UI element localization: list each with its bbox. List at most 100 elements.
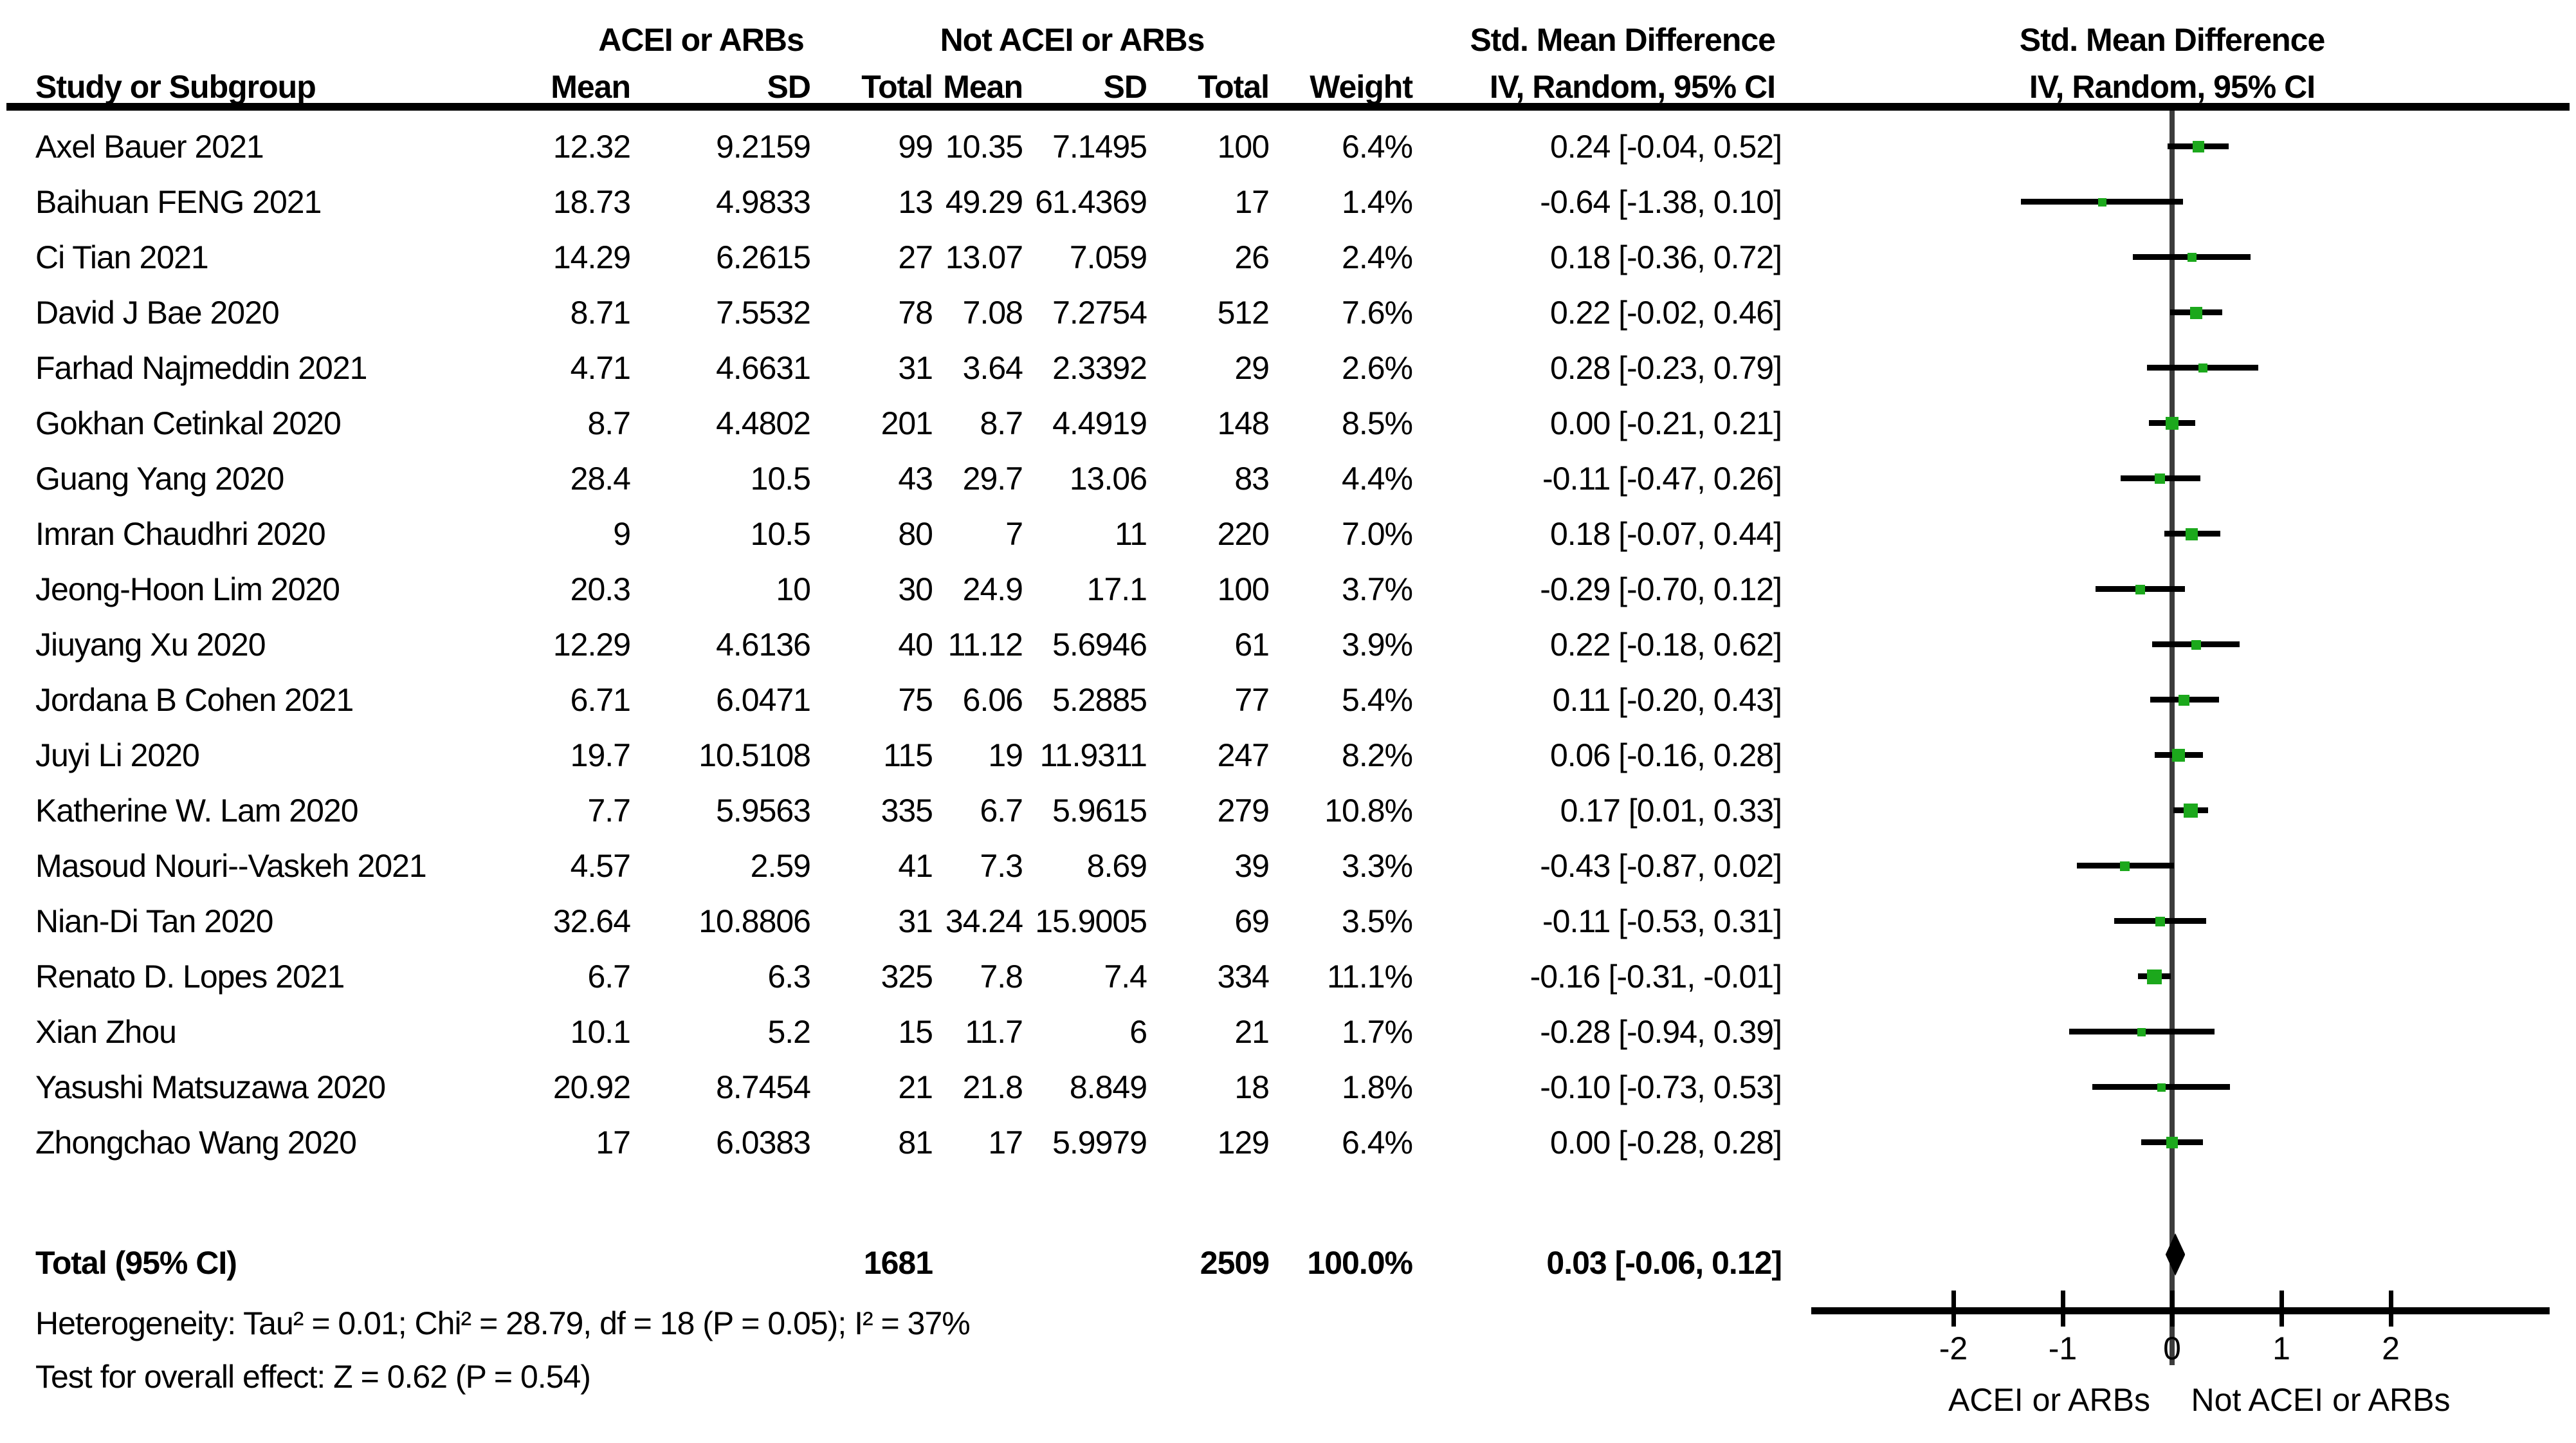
- cell-mean2: 13.07: [945, 239, 1023, 275]
- cell-weight: 3.9%: [1342, 627, 1413, 663]
- cell-mean1: 20.3: [570, 571, 631, 607]
- total-row-total-acei: 1681: [863, 1245, 933, 1281]
- cell-weight: 8.5%: [1342, 405, 1413, 441]
- cell-ci_text: -0.29 [-0.70, 0.12]: [1540, 571, 1782, 607]
- cell-mean1: 8.71: [570, 295, 631, 331]
- cell-sd2: 4.4919: [1052, 405, 1147, 441]
- cell-weight: 8.2%: [1342, 737, 1413, 773]
- cell-mean2: 21.8: [962, 1069, 1023, 1105]
- cell-mean2: 8.7: [980, 405, 1023, 441]
- cell-ci_text: -0.43 [-0.87, 0.02]: [1540, 848, 1782, 884]
- effect-square: [2157, 1083, 2166, 1092]
- cell-mean2: 11.12: [947, 627, 1023, 663]
- effect-square: [2192, 141, 2204, 152]
- cell-sd1: 10.5: [750, 461, 811, 497]
- cell-total2: 279: [1217, 793, 1270, 829]
- cell-mean2: 7.8: [980, 959, 1023, 995]
- cell-sd2: 7.4: [1104, 959, 1147, 995]
- cell-sd2: 5.6946: [1052, 627, 1147, 663]
- column-header-sd-acei: SD: [767, 69, 811, 105]
- effect-square: [2097, 198, 2106, 207]
- study-name: Masoud Nouri--Vaskeh 2021: [35, 848, 427, 884]
- cell-sd1: 10.5: [750, 516, 811, 552]
- cell-total2: 247: [1217, 737, 1270, 773]
- effect-square: [2137, 1027, 2146, 1036]
- cell-weight: 5.4%: [1342, 682, 1413, 718]
- cell-ci_text: 0.24 [-0.04, 0.52]: [1549, 129, 1782, 165]
- cell-total2: 83: [1234, 461, 1270, 497]
- total-row-total-not: 2509: [1200, 1245, 1270, 1281]
- cell-sd2: 6: [1129, 1014, 1147, 1050]
- total-row-weight: 100.0%: [1307, 1245, 1413, 1281]
- effect-square: [2120, 861, 2130, 871]
- cell-sd2: 61.4369: [1035, 184, 1147, 220]
- cell-mean1: 19.7: [570, 737, 631, 773]
- cell-weight: 10.8%: [1324, 793, 1413, 829]
- study-name: Xian Zhou: [35, 1014, 177, 1050]
- column-header-mean-not: Mean: [943, 69, 1023, 105]
- cell-sd2: 17.1: [1086, 571, 1147, 607]
- cell-mean1: 20.92: [553, 1069, 631, 1105]
- study-name: Yasushi Matsuzawa 2020: [35, 1069, 386, 1105]
- cell-mean1: 10.1: [570, 1014, 631, 1050]
- cell-mean1: 32.64: [553, 903, 631, 939]
- effect-square: [2189, 306, 2202, 319]
- cell-weight: 6.4%: [1342, 1125, 1413, 1161]
- cell-weight: 2.4%: [1342, 239, 1413, 275]
- effect-square: [2166, 417, 2179, 430]
- cell-mean2: 3.64: [962, 350, 1023, 386]
- effect-square: [2186, 528, 2198, 540]
- cell-total1: 335: [881, 793, 933, 829]
- study-name: Renato D. Lopes 2021: [35, 959, 345, 995]
- cell-ci_text: 0.11 [-0.20, 0.43]: [1552, 682, 1782, 718]
- cell-mean1: 8.7: [587, 405, 631, 441]
- cell-sd1: 10.5108: [699, 737, 811, 773]
- study-name: Ci Tian 2021: [35, 239, 209, 275]
- cell-ci_text: 0.22 [-0.02, 0.46]: [1549, 295, 1782, 331]
- cell-total1: 201: [881, 405, 933, 441]
- cell-sd1: 9.2159: [716, 129, 811, 165]
- cell-total2: 512: [1217, 295, 1270, 331]
- study-name: Baihuan FENG 2021: [35, 184, 322, 220]
- cell-mean2: 6.7: [980, 793, 1023, 829]
- total-row-ci: 0.03 [-0.06, 0.12]: [1546, 1245, 1782, 1281]
- axis-tick-label: 2: [2382, 1330, 2400, 1366]
- column-header-study: Study or Subgroup: [35, 69, 316, 105]
- study-name: Katherine W. Lam 2020: [35, 793, 359, 829]
- column-header-method-text: IV, Random, 95% CI: [1489, 69, 1776, 105]
- heterogeneity-stats: Heterogeneity: Tau² = 0.01; Chi² = 28.79…: [35, 1305, 971, 1341]
- cell-mean2: 29.7: [962, 461, 1023, 497]
- cell-ci_text: -0.10 [-0.73, 0.53]: [1540, 1069, 1782, 1105]
- effect-square: [2172, 749, 2186, 762]
- cell-weight: 2.6%: [1342, 350, 1413, 386]
- cell-total2: 69: [1234, 903, 1270, 939]
- cell-mean1: 7.7: [587, 793, 631, 829]
- axis-tick: [2389, 1291, 2393, 1327]
- effect-square: [2179, 694, 2190, 706]
- column-group-header-smd-plot: Std. Mean Difference: [2019, 22, 2326, 58]
- effect-square: [2135, 584, 2146, 594]
- study-name: Guang Yang 2020: [35, 461, 284, 497]
- cell-sd1: 4.9833: [716, 184, 811, 220]
- study-name: Nian-Di Tan 2020: [35, 903, 273, 939]
- study-name: Jiuyang Xu 2020: [35, 627, 266, 663]
- cell-total1: 40: [898, 627, 933, 663]
- cell-ci_text: 0.00 [-0.21, 0.21]: [1549, 405, 1782, 441]
- cell-sd1: 6.0471: [716, 682, 811, 718]
- cell-mean1: 28.4: [570, 461, 631, 497]
- cell-total1: 27: [898, 239, 933, 275]
- cell-mean1: 18.73: [553, 184, 631, 220]
- axis-tick: [1951, 1291, 1956, 1327]
- cell-sd2: 11.9311: [1039, 737, 1147, 773]
- cell-mean1: 6.7: [587, 959, 631, 995]
- cell-weight: 6.4%: [1342, 129, 1413, 165]
- column-group-header-smd-text: Std. Mean Difference: [1470, 22, 1776, 58]
- cell-mean1: 17: [596, 1125, 631, 1161]
- column-group-header-not-acei: Not ACEI or ARBs: [940, 22, 1205, 58]
- axis-tick: [2279, 1291, 2284, 1327]
- cell-total2: 129: [1217, 1125, 1270, 1161]
- summary-diamond: [2165, 1233, 2186, 1276]
- cell-ci_text: 0.22 [-0.18, 0.62]: [1549, 627, 1782, 663]
- cell-total2: 17: [1234, 184, 1270, 220]
- cell-ci_text: -0.11 [-0.47, 0.26]: [1542, 461, 1782, 497]
